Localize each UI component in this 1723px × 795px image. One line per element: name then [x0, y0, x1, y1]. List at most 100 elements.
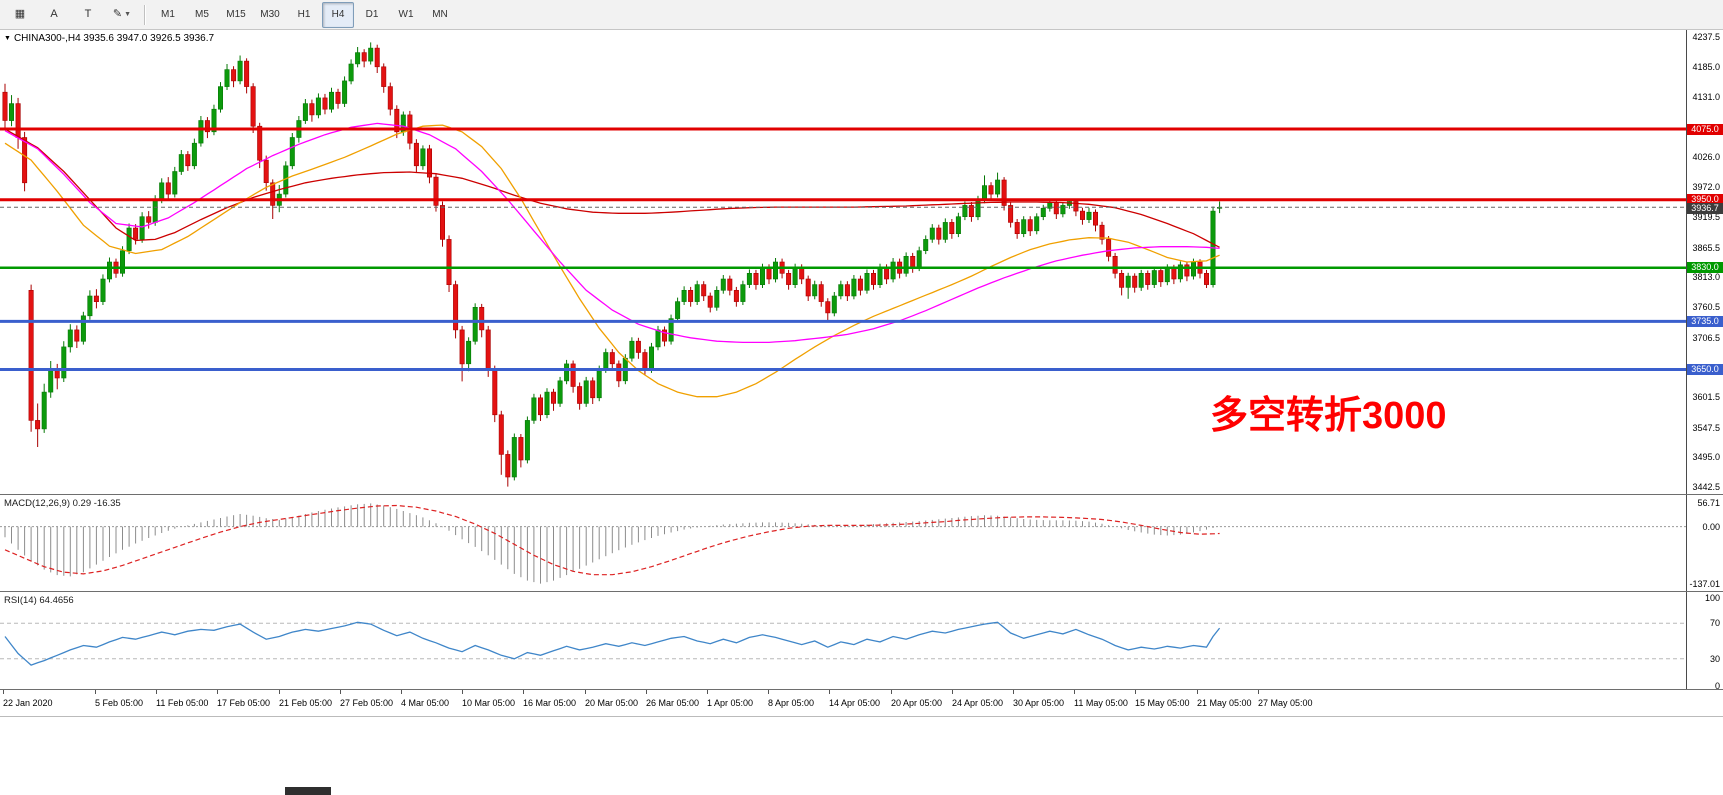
bottom-empty-area: [0, 717, 1723, 795]
time-axis-tick: [1258, 690, 1259, 694]
time-axis-label: 11 Feb 05:00: [156, 698, 209, 708]
time-axis-tick: [768, 690, 769, 694]
price-axis[interactable]: 4237.5 4185.0 4131.0 4026.0 3972.0 3919.5 3865…: [1686, 30, 1723, 494]
time-axis-tick: [707, 690, 708, 694]
time-axis-label: 11 May 05:00: [1074, 698, 1128, 708]
timeframe-button-group: M1 M5 M15 M30 H1 H4 D1 W1 MN: [151, 1, 457, 28]
cursor-tool-button[interactable]: A: [38, 2, 70, 28]
rsi-chart: [0, 621, 1686, 666]
main-chart-panel[interactable]: ▼ CHINA300-,H4 3935.6 3947.0 3926.5 3936.…: [0, 30, 1723, 494]
time-axis-label: 14 Apr 05:00: [829, 698, 881, 708]
time-axis-tick: [1013, 690, 1014, 694]
rsi-axis-label: 100: [1704, 593, 1720, 603]
time-axis-label: 30 Apr 05:00: [1013, 698, 1065, 708]
time-axis-label: 5 Feb 05:00: [95, 698, 144, 708]
ma-red-line[interactable]: [4, 128, 1220, 248]
toolbar-separator: [144, 4, 146, 25]
chart-window: ▼ CHINA300-,H4 3935.6 3947.0 3926.5 3936.…: [0, 30, 1723, 795]
timeframe-button-H1[interactable]: H1: [297, 9, 311, 20]
time-axis-label: 22 Jan 2020: [3, 698, 53, 708]
time-axis-label: 8 Apr 05:00: [768, 698, 815, 708]
macd-histogram: [4, 503, 1221, 584]
price-axis-label: 4185.0: [1692, 62, 1720, 72]
time-axis-label: 24 Apr 05:00: [952, 698, 1004, 708]
chart-list-button[interactable]: ▦: [4, 2, 36, 28]
timeframe-button-H4[interactable]: H4: [322, 1, 354, 28]
price-axis-label: 3495.0: [1692, 452, 1720, 462]
candlestick-chart: [0, 42, 1686, 487]
timeframe-button-D1[interactable]: D1: [365, 9, 379, 20]
time-axis-tick: [217, 690, 218, 694]
time-axis-tick: [156, 690, 157, 694]
rsi-axis: 100 70 30 0: [1686, 592, 1723, 691]
time-axis-tick: [891, 690, 892, 694]
timeframe-button-M5[interactable]: M5: [195, 9, 209, 20]
price-axis-label: 4131.0: [1692, 92, 1720, 102]
time-axis-label: 21 Feb 05:00: [279, 698, 333, 708]
macd-indicator-panel[interactable]: MACD(12,26,9) 0.29 -16.35 56.71 0.00 -137.…: [0, 494, 1723, 591]
time-axis-tick: [3, 690, 4, 694]
chart-title-text: CHINA300-,H4 3935.6 3947.0 3926.5 3936.7: [13, 33, 215, 44]
rsi-axis-label: 30: [1709, 654, 1720, 664]
macd-signal-line: [4, 504, 1220, 576]
rsi-line: [4, 621, 1221, 666]
price-axis-label: 3706.5: [1692, 333, 1720, 343]
macd-chart: [0, 503, 1686, 584]
timeframe-button-MN[interactable]: MN: [432, 9, 448, 20]
timeframe-button-M30[interactable]: M30: [260, 9, 280, 20]
time-axis[interactable]: 22 Jan 2020 5 Feb 05:00 11 Feb 05:00 17 Feb…: [0, 689, 1723, 717]
cursor-tool-icon: A: [50, 8, 58, 20]
macd-axis-label: 56.71: [1697, 498, 1720, 508]
price-badge-4075.0: 4075.0: [1687, 124, 1723, 135]
time-axis-label: 20 Mar 05:00: [585, 698, 639, 708]
time-axis-label: 21 May 05:00: [1197, 698, 1252, 708]
time-axis-tick: [646, 690, 647, 694]
price-axis-label: 3919.5: [1692, 212, 1720, 222]
macd-axis-label: -137.01: [1689, 579, 1720, 589]
time-axis-label: 10 Mar 05:00: [462, 698, 516, 708]
time-axis-tick: [585, 690, 586, 694]
time-axis-tick: [340, 690, 341, 694]
time-axis-label: 16 Mar 05:00: [523, 698, 577, 708]
time-axis-label: 1 Apr 05:00: [707, 698, 754, 708]
time-axis-label: 4 Mar 05:00: [401, 698, 450, 708]
rsi-axis-label: 0: [1714, 681, 1720, 691]
price-badge-3735.0: 3735.0: [1687, 316, 1723, 327]
time-axis-tick: [1197, 690, 1198, 694]
ma-magenta-line[interactable]: [4, 122, 1220, 344]
time-axis-label: 27 Feb 05:00: [340, 698, 394, 708]
chart-list-icon: ▦: [14, 8, 26, 20]
time-axis-label: 20 Apr 05:00: [891, 698, 943, 708]
rsi-indicator-panel[interactable]: RSI(14) 64.4656 100 70 30 0: [0, 591, 1723, 691]
time-axis-label: 15 May 05:00: [1135, 698, 1190, 708]
macd-axis-label: 0.00: [1702, 522, 1720, 532]
toolbar-tools-group: ▦ A T ✎ ▼: [3, 2, 139, 28]
chart-collapse-triangle-icon[interactable]: ▼: [4, 35, 11, 42]
price-axis-label: 3547.5: [1692, 423, 1720, 433]
text-label-tool-button[interactable]: T: [72, 2, 104, 28]
chart-annotation-text[interactable]: 多空转折3000: [1210, 395, 1447, 437]
dropdown-arrow-icon: ▼: [124, 11, 132, 18]
time-axis-tick: [829, 690, 830, 694]
draw-tool-button[interactable]: ✎ ▼: [106, 2, 138, 28]
price-axis-label: 3760.5: [1692, 302, 1720, 312]
candles-layer: [2, 42, 1223, 487]
timeframe-button-M15[interactable]: M15: [226, 9, 246, 20]
chart-title: ▼ CHINA300-,H4 3935.6 3947.0 3926.5 3936.…: [4, 33, 214, 44]
timeframe-button-W1[interactable]: W1: [398, 9, 414, 20]
price-axis-label: 3601.5: [1692, 392, 1720, 402]
text-label-tool-icon: T: [84, 8, 92, 20]
timeframe-button-M1[interactable]: M1: [161, 9, 175, 20]
ma-orange-line[interactable]: [4, 124, 1220, 398]
macd-title: MACD(12,26,9) 0.29 -16.35: [4, 498, 121, 509]
time-axis-label: 27 May 05:00: [1258, 698, 1313, 708]
time-axis-tick: [279, 690, 280, 694]
time-axis-tick: [952, 690, 953, 694]
price-axis-label: 4026.0: [1692, 152, 1720, 162]
draw-tool-icon: ✎: [112, 8, 123, 20]
time-axis-tick: [523, 690, 524, 694]
time-axis-tick: [1074, 690, 1075, 694]
time-axis-tick: [1135, 690, 1136, 694]
toolbar: ▦ A T ✎ ▼ M1 M5 M15 M30 H1 H4 D1 W1 MN: [0, 0, 1723, 30]
time-axis-label: 17 Feb 05:00: [217, 698, 271, 708]
